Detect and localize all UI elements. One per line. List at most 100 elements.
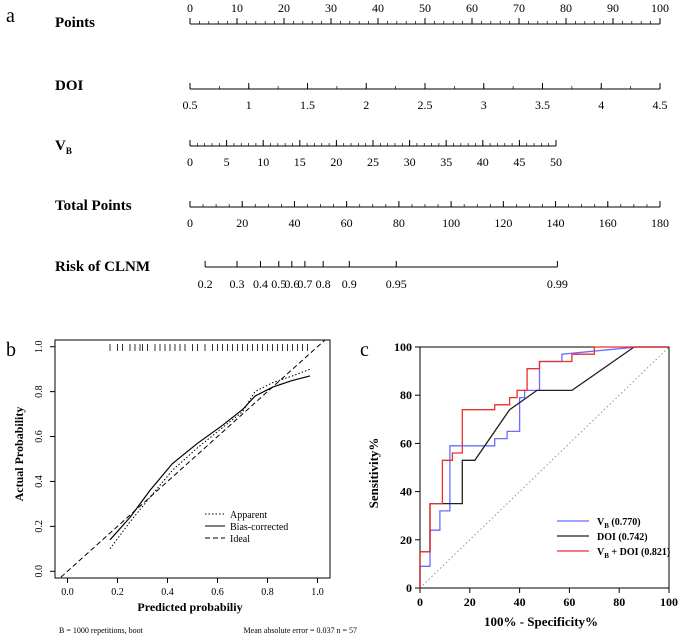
roc-x-tick-label: 60 [563, 595, 575, 609]
nomogram-tick-label: 15 [294, 155, 306, 169]
nomogram-tick-label: 3 [481, 98, 487, 112]
nomogram-tick-label: 20 [330, 155, 342, 169]
roc-y-tick-label: 20 [400, 533, 412, 547]
nomogram-tick-label: 80 [393, 216, 405, 230]
nomogram-row-label-main: V [55, 138, 66, 154]
nomogram-tick-label: 20 [278, 1, 290, 15]
calibration-x-tick-label: 0.0 [61, 587, 74, 598]
panel-label-b: b [6, 339, 16, 361]
nomogram-tick-label: 1 [246, 98, 252, 112]
roc-x-tick-label: 100 [660, 595, 678, 609]
nomogram-tick-label: 80 [560, 1, 572, 15]
nomogram-tick-label: 180 [651, 216, 669, 230]
calibration-panel: Predicted probabiliy Actual Probability … [12, 339, 357, 635]
nomogram-row-label-vb: VB [55, 138, 72, 156]
nomogram-row-label-sub: B [66, 146, 72, 156]
nomogram-tick-label: 0 [187, 1, 193, 15]
calibration-legend-label: Apparent [230, 510, 267, 521]
calibration-x-tick-label: 1.0 [311, 587, 324, 598]
nomogram-tick-label: 40 [477, 155, 489, 169]
calibration-y-tick-label: 1.0 [34, 340, 45, 353]
roc-x-tick-label: 0 [417, 595, 423, 609]
calibration-series-bias-corrected [109, 375, 311, 541]
roc-x-label: 100% - Specificity% [484, 614, 598, 629]
nomogram-tick-label: 4 [598, 98, 604, 112]
nomogram-row-label: Total Points [55, 198, 132, 214]
calibration-plot-frame [54, 339, 331, 579]
nomogram-tick-label: 40 [288, 216, 300, 230]
nomogram-tick-label: 4.5 [653, 98, 668, 112]
nomogram-tick-label: 45 [513, 155, 525, 169]
roc-legend-main: V [597, 517, 605, 528]
nomogram-tick-label: 5 [224, 155, 230, 169]
roc-y-tick-label: 80 [400, 388, 412, 402]
panel-label-a: a [6, 5, 15, 27]
nomogram-tick-label: 0 [187, 216, 193, 230]
roc-legend-rest: + DOI (0.821) [609, 547, 670, 558]
roc-legend-sub: B [604, 522, 609, 530]
roc-plot-frame [419, 346, 670, 589]
nomogram-row-label: Points [55, 15, 95, 31]
nomogram-tick-label: 60 [341, 216, 353, 230]
roc-y-label: Sensitivity% [366, 438, 381, 509]
calibration-x-tick-label: 0.4 [161, 587, 174, 598]
nomogram-tick-label: 30 [325, 1, 337, 15]
roc-legend-label: VB (0.770) [597, 517, 641, 530]
nomogram-tick-label: 2 [363, 98, 369, 112]
calibration-legend-label: Ideal [230, 534, 250, 545]
nomogram-tick-label: 50 [419, 1, 431, 15]
nomogram-tick-label: 10 [257, 155, 269, 169]
nomogram-tick-label: 0.5 [271, 277, 286, 291]
nomogram-tick-label: 0.95 [386, 277, 407, 291]
calibration-x-tick-label: 0.2 [111, 587, 124, 598]
nomogram-tick-label: 0.99 [547, 277, 568, 291]
calibration-y-tick-label: 0.0 [34, 565, 45, 578]
nomogram-tick-label: 0.6 [284, 277, 299, 291]
panel-label-c: c [360, 339, 369, 361]
calibration-footer-right: Mean absolute error = 0.037 n = 57 [244, 626, 357, 635]
nomogram-tick-label: 0.9 [342, 277, 357, 291]
nomogram-tick-label: 100 [651, 1, 669, 15]
calibration-y-tick-label: 0.4 [34, 475, 45, 488]
nomogram-tick-label: 0.4 [253, 277, 268, 291]
roc-x-tick-label: 40 [514, 595, 526, 609]
nomogram-tick-label: 0.5 [183, 98, 198, 112]
nomogram-tick-label: 35 [440, 155, 452, 169]
nomogram-tick-label: 70 [513, 1, 525, 15]
nomogram-tick-label: 50 [550, 155, 562, 169]
roc-curve-2 [419, 346, 669, 588]
roc-panel: 100% - Specificity% Sensitivity% 0 20 40 60… [366, 340, 678, 629]
nomogram-tick-label: 3.5 [535, 98, 550, 112]
roc-legend-sub: B [604, 552, 609, 560]
nomogram-tick-label: 160 [599, 216, 617, 230]
nomogram-tick-label: 120 [494, 216, 512, 230]
roc-x-tick-label: 80 [613, 595, 625, 609]
nomogram-tick-label: 0.8 [316, 277, 331, 291]
nomogram-tick-label: 1.5 [300, 98, 315, 112]
nomogram-tick-label: 100 [442, 216, 460, 230]
roc-legend-main: V [597, 547, 605, 558]
calibration-x-tick-label: 0.8 [261, 587, 274, 598]
nomogram-tick-label: 0.7 [297, 277, 312, 291]
nomogram-tick-label: 140 [547, 216, 565, 230]
nomogram-tick-label: 2.5 [418, 98, 433, 112]
nomogram-tick-label: 60 [466, 1, 478, 15]
nomogram-row-label: Risk of CLNM [55, 259, 150, 275]
calibration-x-tick-label: 0.6 [211, 587, 224, 598]
calibration-x-label: Predicted probabiliy [137, 600, 242, 614]
nomogram-row-label: DOI [55, 78, 84, 94]
calibration-series-apparent [109, 368, 311, 550]
roc-x-tick-label: 20 [464, 595, 476, 609]
nomogram-tick-label: 0.3 [230, 277, 245, 291]
calibration-y-tick-label: 0.6 [34, 430, 45, 443]
nomogram-tick-label: 20 [236, 216, 248, 230]
roc-legend-rest: (0.770) [609, 517, 641, 528]
nomogram-tick-label: 10 [231, 1, 243, 15]
roc-y-tick-label: 60 [400, 436, 412, 450]
calibration-series-ideal [59, 340, 326, 578]
roc-curve-3 [419, 346, 670, 589]
roc-y-tick-label: 0 [406, 581, 412, 595]
calibration-y-tick-label: 0.8 [34, 385, 45, 398]
